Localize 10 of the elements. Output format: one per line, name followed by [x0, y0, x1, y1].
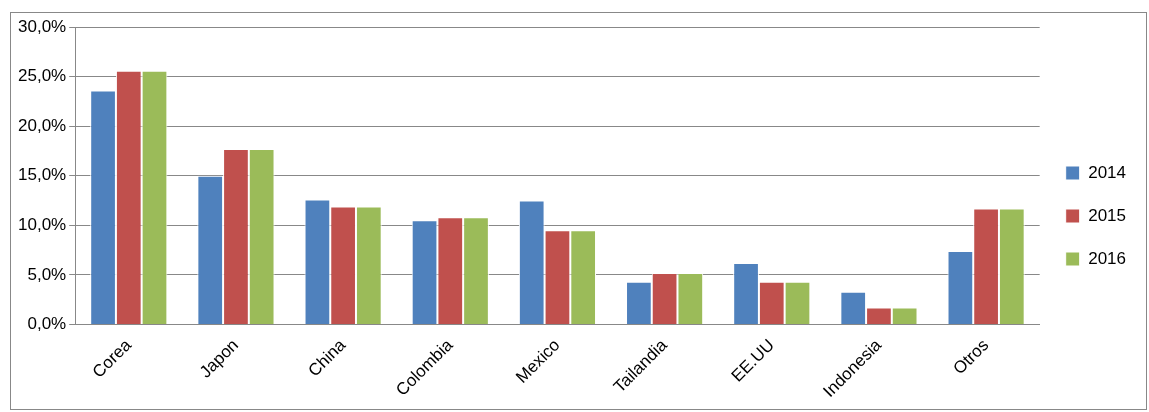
y-tick-label: 20,0% — [18, 115, 67, 135]
y-tick-label: 5,0% — [27, 264, 67, 284]
y-tick-label: 0,0% — [27, 314, 67, 334]
y-tick-label: 10,0% — [18, 214, 67, 234]
y-tick-label: 15,0% — [18, 165, 67, 185]
y-tick-label: 25,0% — [18, 66, 67, 86]
legend-label: 2014 — [1088, 162, 1127, 182]
legend-label: 2015 — [1088, 205, 1127, 225]
legend-label: 2016 — [1088, 248, 1127, 268]
y-tick-label: 30,0% — [18, 16, 67, 36]
